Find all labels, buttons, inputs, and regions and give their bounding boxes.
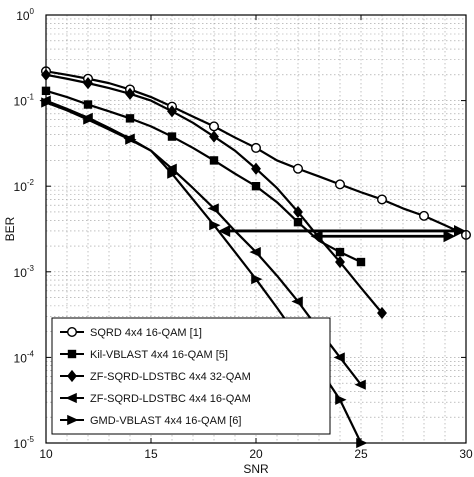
legend-entry: SQRD 4x4 16-QAM [1] [60, 327, 202, 339]
legend-box [51, 317, 331, 435]
series-2-marker [251, 182, 261, 191]
legend-entry: GMD-VBLAST 4x4 16-QAM [6] [60, 414, 241, 427]
series-1-marker [250, 142, 261, 153]
legend-marker [67, 349, 77, 359]
arrow-head-right [454, 224, 466, 237]
series-1-marker [293, 163, 304, 174]
x-tick-label: 10 [39, 447, 53, 461]
x-tick-label: 15 [144, 447, 158, 461]
x-tick-label: 20 [249, 447, 263, 461]
series-2-marker [125, 114, 135, 123]
series-3-marker [125, 87, 135, 100]
series-3-line [45, 73, 383, 314]
series-4-marker [207, 203, 219, 214]
legend-entry: ZF-SQRD-LDSTBC 4x4 16-QAM [60, 392, 251, 405]
series-1-marker [335, 179, 346, 190]
series-3-marker [167, 105, 177, 118]
y-tick-label: 100 [16, 7, 34, 23]
series-2-marker [83, 100, 93, 109]
x-tick-label: 25 [354, 447, 368, 461]
series-2-marker [167, 132, 177, 141]
legend: SQRD 4x4 16-QAM [1] Kil-VBLAST 4x4 16-QAM… [51, 317, 331, 435]
series-5-marker [209, 220, 221, 231]
series-2-marker [209, 156, 219, 165]
series-1-marker [419, 210, 430, 221]
series-2-marker [335, 247, 345, 257]
x-tick-labels: 10 15 20 25 30 [39, 15, 473, 461]
series-3-marker [335, 255, 345, 269]
series-3-marker [251, 162, 261, 175]
series-3-marker [377, 306, 387, 320]
double-arrow-1 [218, 224, 466, 237]
series-2-marker [293, 217, 303, 227]
series-4-marker [291, 296, 303, 307]
legend-entry: Kil-VBLAST 4x4 16-QAM [5] [60, 349, 228, 361]
legend-entry: ZF-SQRD-LDSTBC 4x4 32-QAM [60, 369, 251, 383]
y-tick-exponent: -4 [27, 349, 35, 358]
legend-label: SQRD 4x4 16-QAM [1] [90, 327, 202, 339]
y-tick-exponent: -5 [27, 435, 35, 444]
series-3-marker [209, 130, 219, 143]
series-2-marker [356, 257, 366, 267]
series-4-marker [249, 247, 261, 258]
y-tick-label: 10-2 [14, 178, 35, 194]
y-tick-exponent: -2 [27, 178, 35, 187]
series-1-marker [377, 194, 388, 205]
arrow-head-left [218, 224, 231, 237]
y-tick-label: 10-1 [14, 93, 35, 109]
series-4-marker [333, 352, 345, 363]
y-tick-exponent: -3 [27, 264, 35, 273]
arrow-head-right [443, 230, 456, 243]
y-tick-label: 10-5 [14, 435, 35, 451]
annotation-arrows [218, 224, 466, 243]
series-5-marker [83, 114, 95, 125]
series-5-marker [167, 168, 179, 179]
legend-label: ZF-SQRD-LDSTBC 4x4 32-QAM [90, 371, 251, 383]
x-axis-title: SNR [243, 462, 269, 476]
series-1-marker [208, 121, 219, 132]
series-4-marker [354, 379, 366, 390]
series-4-line [45, 99, 362, 386]
legend-label: GMD-VBLAST 4x4 16-QAM [6] [90, 415, 241, 427]
y-tick-exponent: 0 [30, 7, 35, 16]
legend-marker [67, 369, 77, 383]
y-axis-title: BER [3, 216, 17, 241]
series-1 [41, 66, 472, 240]
series-5-marker [125, 134, 137, 145]
legend-marker [65, 392, 77, 404]
series-3-marker [83, 77, 93, 90]
series-3 [41, 68, 387, 320]
legend-label: Kil-VBLAST 4x4 16-QAM [5] [90, 349, 228, 361]
legend-marker [66, 327, 77, 338]
legend-marker [67, 414, 79, 426]
legend-label: ZF-SQRD-LDSTBC 4x4 16-QAM [90, 393, 251, 405]
y-tick-label: 10-4 [14, 349, 35, 365]
series-3-marker [293, 205, 303, 219]
double-arrow-2 [310, 230, 456, 243]
y-tick-label: 10-3 [14, 264, 35, 280]
series-5-marker [335, 394, 347, 405]
series-5-marker [251, 274, 263, 285]
arrow-head-left [310, 230, 323, 243]
y-tick-exponent: -1 [27, 93, 35, 102]
y-tick-labels: 100 10-1 10-2 10-3 10-4 10-5 [14, 7, 466, 451]
x-tick-label: 30 [459, 447, 473, 461]
